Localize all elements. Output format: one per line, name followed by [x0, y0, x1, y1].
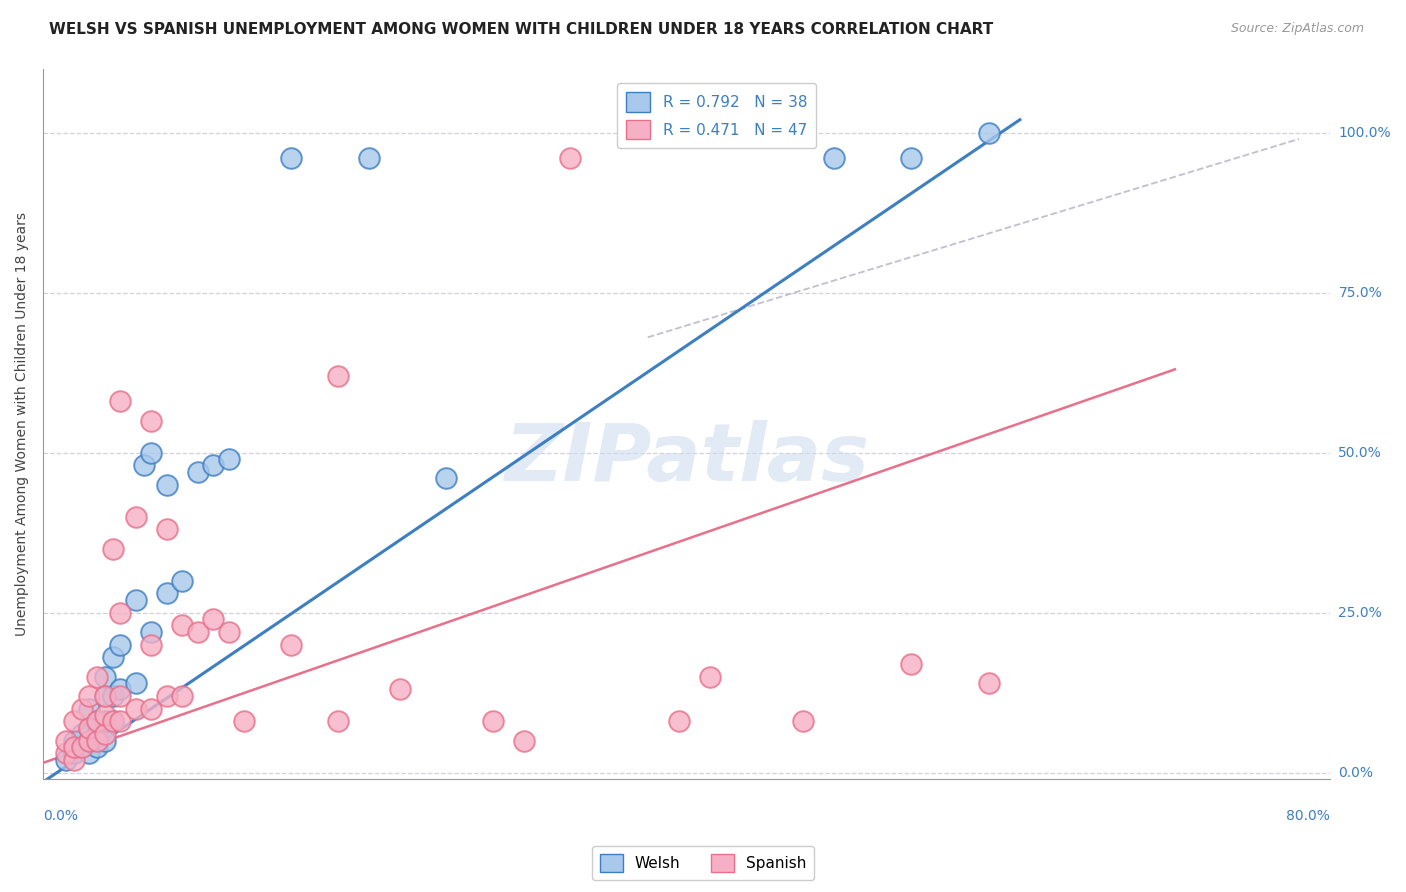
Point	[326, 368, 349, 383]
Point	[172, 689, 194, 703]
Point	[388, 682, 411, 697]
Point	[280, 638, 302, 652]
Point	[63, 714, 86, 729]
Point	[86, 727, 108, 741]
Text: ZIPatlas: ZIPatlas	[503, 420, 869, 499]
Point	[70, 739, 93, 754]
Point	[434, 471, 457, 485]
Point	[86, 714, 108, 729]
Point	[125, 509, 148, 524]
Point	[86, 669, 108, 683]
Point	[699, 669, 721, 683]
Point	[110, 394, 132, 409]
Text: 75.0%: 75.0%	[1339, 285, 1382, 300]
Point	[101, 650, 124, 665]
Point	[55, 747, 77, 761]
Point	[94, 733, 117, 747]
Point	[823, 151, 845, 165]
Point	[94, 689, 117, 703]
Point	[560, 151, 582, 165]
Point	[110, 714, 132, 729]
Point	[79, 701, 101, 715]
Point	[512, 733, 534, 747]
Point	[101, 714, 124, 729]
Point	[125, 592, 148, 607]
Point	[125, 676, 148, 690]
Point	[63, 747, 86, 761]
Point	[141, 413, 163, 427]
Point	[70, 701, 93, 715]
Text: 25.0%: 25.0%	[1339, 606, 1382, 620]
Point	[156, 586, 179, 600]
Point	[110, 606, 132, 620]
Point	[94, 669, 117, 683]
Point	[141, 445, 163, 459]
Point	[110, 682, 132, 697]
Point	[792, 714, 814, 729]
Point	[63, 753, 86, 767]
Text: Source: ZipAtlas.com: Source: ZipAtlas.com	[1230, 22, 1364, 36]
Point	[280, 151, 302, 165]
Point	[900, 657, 922, 671]
Text: 0.0%: 0.0%	[1339, 765, 1374, 780]
Point	[86, 733, 108, 747]
Y-axis label: Unemployment Among Women with Children Under 18 years: Unemployment Among Women with Children U…	[15, 211, 30, 636]
Text: 0.0%: 0.0%	[44, 809, 77, 823]
Point	[63, 739, 86, 754]
Point	[79, 721, 101, 735]
Point	[86, 739, 108, 754]
Legend: Welsh, Spanish: Welsh, Spanish	[592, 846, 814, 880]
Point	[70, 727, 93, 741]
Point	[63, 733, 86, 747]
Text: 50.0%: 50.0%	[1339, 445, 1382, 459]
Point	[132, 458, 155, 473]
Point	[94, 707, 117, 722]
Point	[55, 733, 77, 747]
Point	[79, 689, 101, 703]
Point	[156, 689, 179, 703]
Point	[156, 477, 179, 491]
Point	[125, 701, 148, 715]
Point	[94, 714, 117, 729]
Point	[202, 458, 225, 473]
Point	[202, 612, 225, 626]
Point	[668, 714, 690, 729]
Point	[79, 733, 101, 747]
Point	[86, 714, 108, 729]
Point	[172, 574, 194, 588]
Point	[977, 126, 1000, 140]
Text: 80.0%: 80.0%	[1286, 809, 1330, 823]
Point	[233, 714, 256, 729]
Point	[141, 701, 163, 715]
Text: 100.0%: 100.0%	[1339, 126, 1391, 139]
Point	[79, 747, 101, 761]
Point	[172, 618, 194, 632]
Point	[101, 541, 124, 556]
Point	[187, 624, 209, 639]
Text: WELSH VS SPANISH UNEMPLOYMENT AMONG WOMEN WITH CHILDREN UNDER 18 YEARS CORRELATI: WELSH VS SPANISH UNEMPLOYMENT AMONG WOME…	[49, 22, 994, 37]
Point	[110, 689, 132, 703]
Point	[187, 465, 209, 479]
Point	[110, 638, 132, 652]
Point	[94, 727, 117, 741]
Legend: R = 0.792   N = 38, R = 0.471   N = 47: R = 0.792 N = 38, R = 0.471 N = 47	[617, 83, 817, 148]
Point	[94, 689, 117, 703]
Point	[70, 739, 93, 754]
Point	[900, 151, 922, 165]
Point	[55, 753, 77, 767]
Point	[141, 638, 163, 652]
Point	[156, 522, 179, 536]
Point	[481, 714, 503, 729]
Point	[141, 624, 163, 639]
Point	[326, 714, 349, 729]
Point	[101, 714, 124, 729]
Point	[357, 151, 380, 165]
Point	[218, 624, 240, 639]
Point	[79, 733, 101, 747]
Point	[101, 689, 124, 703]
Point	[79, 721, 101, 735]
Point	[218, 451, 240, 466]
Point	[977, 676, 1000, 690]
